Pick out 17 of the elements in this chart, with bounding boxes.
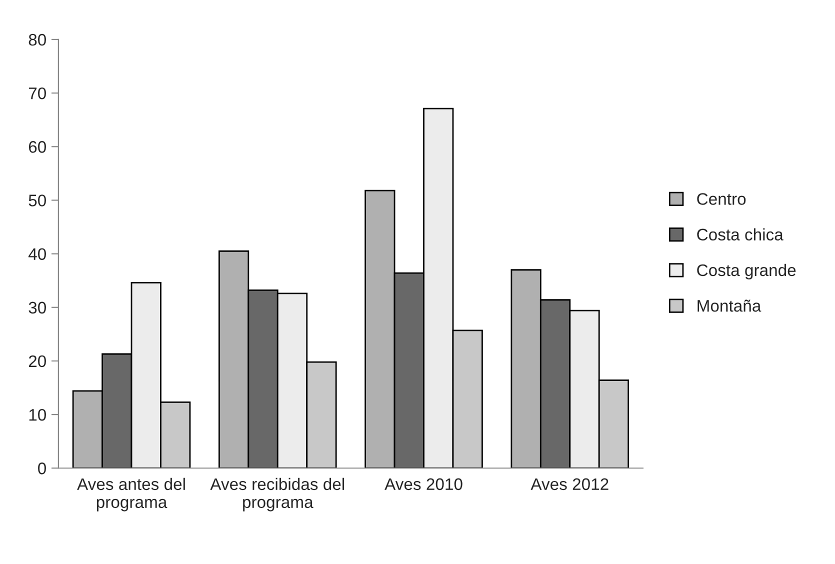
y-tick-label: 60 [28, 141, 46, 153]
legend-label: Costa grande [697, 264, 796, 280]
y-tick-label: 0 [38, 462, 46, 474]
legend-label: Montaña [698, 300, 762, 312]
y-tick-label: 30 [28, 302, 46, 314]
y-tick-label: 10 [29, 408, 46, 421]
y-tick-label: 50 [28, 194, 46, 206]
x-tick-label: Aves antes del programa [77, 478, 185, 512]
y-tick-label: 40 [28, 248, 46, 260]
legend-label: Costa chica [697, 228, 784, 241]
x-tick-label: Aves 2010 [384, 478, 462, 490]
y-tick-label: 80 [28, 34, 46, 46]
y-tick-label: 20 [28, 355, 46, 368]
legend-label: Centro [697, 193, 746, 205]
x-tick-label: Aves 2012 [530, 478, 608, 490]
x-tick-label: Aves recibidas del programa [210, 478, 344, 512]
y-tick-label: 70 [28, 87, 46, 100]
